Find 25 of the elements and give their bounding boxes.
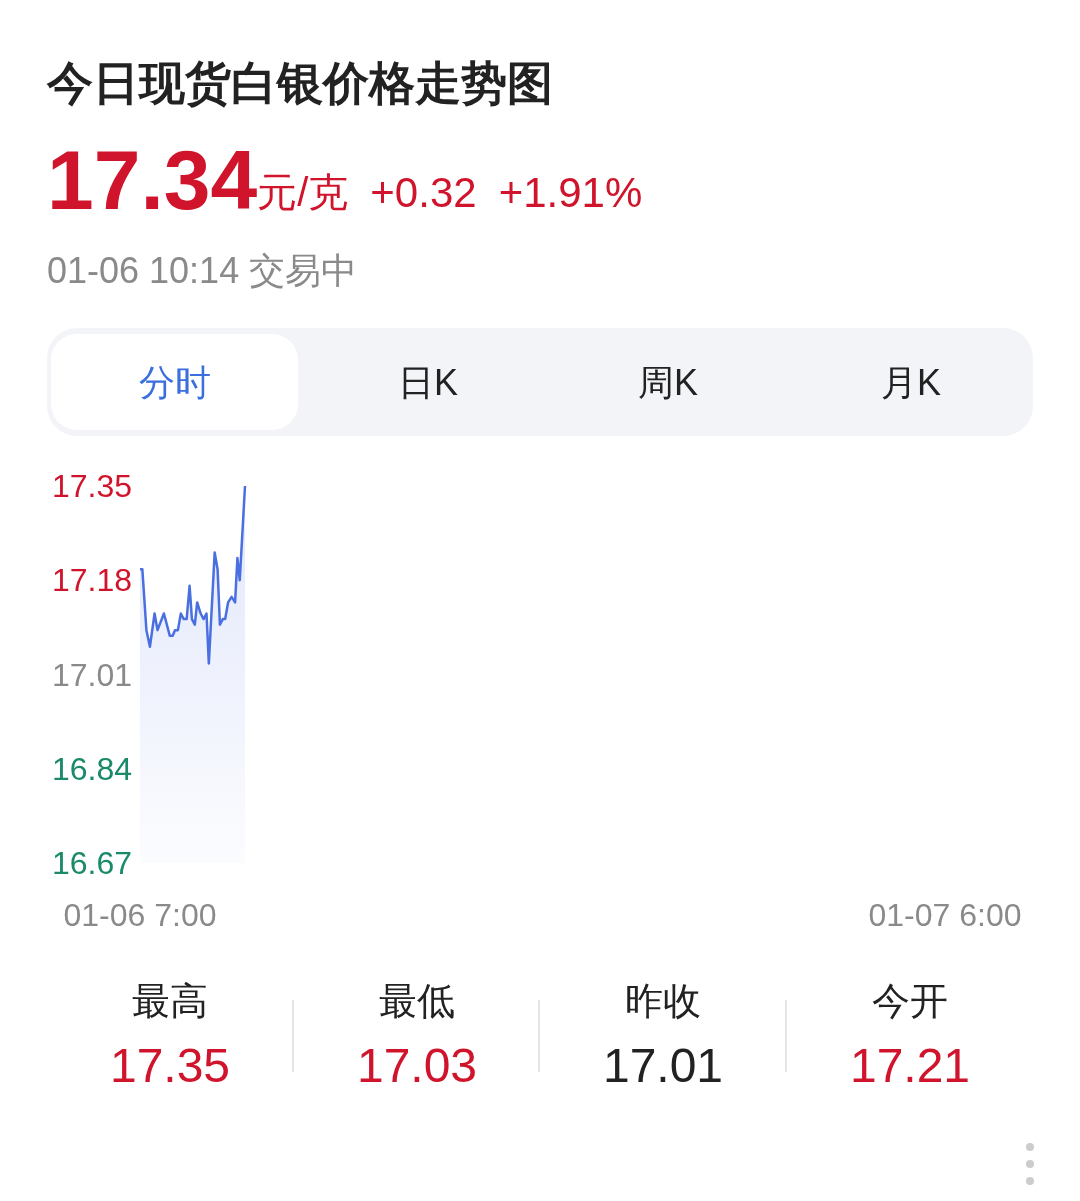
- x-tick-label: 01-07 6:00: [868, 897, 1022, 933]
- text: 17.34: [47, 133, 258, 227]
- y-tick-label: 16.67: [51, 845, 132, 881]
- text: 元/克: [257, 170, 349, 214]
- y-tick-label: 17.18: [51, 562, 132, 599]
- text: 最高: [132, 980, 208, 1022]
- text: 17.03: [356, 1038, 478, 1092]
- chart-title: 今日现货白银价格走势图: [46, 57, 553, 109]
- text: 日K: [397, 361, 459, 403]
- y-tick-label: 17.01: [51, 656, 132, 693]
- y-tick-label: 17.35: [51, 468, 132, 504]
- y-tick-label: 16.84: [51, 750, 132, 787]
- text: 周K: [637, 361, 699, 403]
- text: 月K: [880, 361, 942, 403]
- text: 17.21: [849, 1038, 971, 1092]
- text: +0.32: [370, 168, 477, 216]
- text: 17.35: [109, 1038, 231, 1092]
- x-tick-label: 01-06 7:00: [63, 897, 217, 933]
- text: 分时: [139, 361, 211, 403]
- text: 17.01: [602, 1038, 724, 1092]
- text: +1.91%: [498, 168, 643, 216]
- chart-subtitle: 01-06 10:14 交易中: [47, 249, 358, 291]
- text: 最低: [379, 980, 455, 1022]
- text: 今开: [872, 980, 948, 1022]
- text: 昨收: [625, 980, 701, 1022]
